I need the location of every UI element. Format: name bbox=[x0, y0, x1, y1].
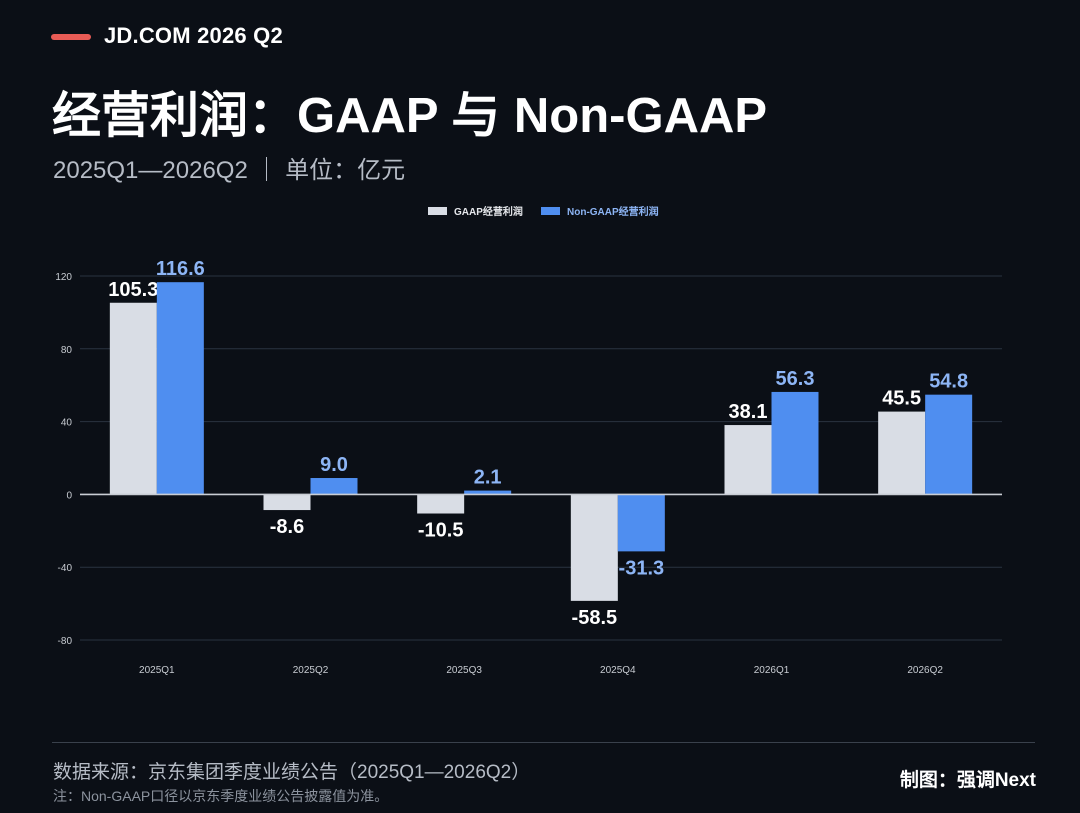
kicker-label: JD.COM 2026 Q2 bbox=[104, 23, 283, 48]
chart-credit: 制图：强调Next bbox=[899, 770, 1036, 791]
data-label: -8.6 bbox=[270, 516, 304, 538]
bar bbox=[771, 391, 819, 495]
x-tick-label: 2025Q4 bbox=[600, 665, 636, 676]
data-label: 38.1 bbox=[729, 401, 768, 423]
x-tick-label: 2025Q2 bbox=[293, 665, 329, 676]
y-tick-label: 40 bbox=[61, 418, 73, 429]
data-label: -31.3 bbox=[619, 557, 665, 579]
x-tick-label: 2025Q3 bbox=[446, 665, 482, 676]
page-subtitle: 2025Q1—2026Q2 ｜ 单位：亿元 bbox=[53, 157, 406, 184]
data-label: -10.5 bbox=[418, 520, 464, 542]
bar bbox=[310, 478, 358, 495]
bar bbox=[464, 490, 512, 495]
x-tick-label: 2025Q1 bbox=[139, 665, 175, 676]
bar bbox=[570, 494, 618, 601]
bar bbox=[417, 494, 465, 514]
data-label: -58.5 bbox=[572, 607, 618, 629]
y-tick-label: 120 bbox=[55, 272, 72, 283]
y-tick-label: -40 bbox=[58, 563, 73, 574]
bar bbox=[156, 282, 204, 495]
data-label: 9.0 bbox=[320, 454, 348, 476]
bar bbox=[724, 425, 772, 495]
data-label: 2.1 bbox=[474, 467, 502, 489]
data-label: 56.3 bbox=[776, 368, 815, 390]
x-tick-label: 2026Q1 bbox=[754, 665, 790, 676]
data-label: 105.3 bbox=[108, 279, 158, 301]
legend-swatch bbox=[541, 207, 560, 215]
y-tick-label: 80 bbox=[61, 345, 73, 356]
footer-divider bbox=[52, 742, 1035, 743]
bar bbox=[925, 394, 973, 495]
kicker-accent-bar bbox=[51, 34, 91, 40]
operating-profit-bar-chart: -80 -40 0 40 80 120 105.3 -8.6 -10.5 -58.5 38.1 45.… bbox=[55, 205, 1002, 676]
legend-label: Non-GAAP经营利润 bbox=[567, 205, 659, 218]
source-note: 数据来源：京东集团季度业绩公告（2025Q1—2026Q2） bbox=[53, 762, 531, 783]
legend-label: GAAP经营利润 bbox=[454, 205, 523, 218]
y-tick-label: -80 bbox=[58, 636, 73, 647]
y-tick-label: 0 bbox=[66, 490, 72, 501]
x-tick-label: 2026Q2 bbox=[907, 665, 943, 676]
data-label: 45.5 bbox=[882, 388, 921, 410]
legend-swatch bbox=[428, 207, 447, 215]
footnote: 注：Non-GAAP口径以京东季度业绩公告披露值为准。 bbox=[53, 788, 389, 804]
page-title: 经营利润：GAAP 与 Non-GAAP bbox=[52, 89, 768, 143]
bar bbox=[109, 302, 157, 495]
bar bbox=[263, 494, 311, 511]
bar bbox=[617, 494, 665, 552]
bar bbox=[878, 411, 926, 495]
data-label: 54.8 bbox=[929, 371, 968, 393]
data-label: 116.6 bbox=[156, 258, 205, 280]
